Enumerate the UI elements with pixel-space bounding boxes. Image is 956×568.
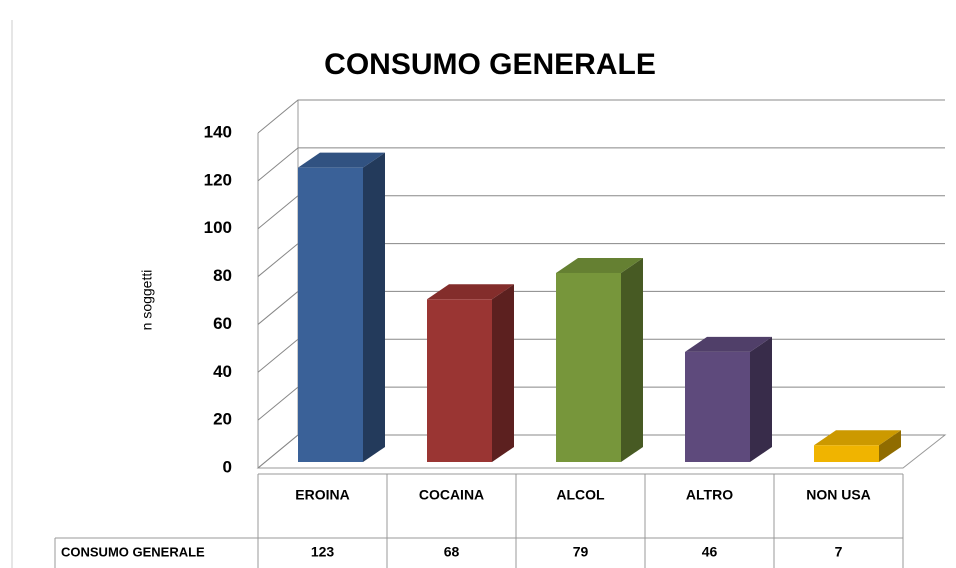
bar-top: [685, 336, 772, 352]
x-tick-label: EROINA: [295, 487, 349, 503]
y-tick-label: 120: [204, 170, 232, 189]
table-value: 79: [573, 544, 589, 560]
bar-top: [814, 430, 901, 446]
bar-top: [298, 152, 385, 168]
y-tick-label: 40: [213, 362, 232, 381]
table-value: 68: [444, 544, 460, 560]
table-value: 46: [702, 544, 718, 560]
bar-top: [556, 257, 643, 273]
bar: [298, 167, 363, 462]
bar-side: [492, 284, 514, 462]
bar-side: [621, 257, 643, 462]
table-value: 123: [311, 544, 335, 560]
bar-side: [363, 152, 385, 462]
y-axis-label: n soggetti: [139, 270, 155, 331]
bar: [556, 272, 621, 462]
y-tick-label: 140: [204, 122, 232, 141]
x-tick-label: ALTRO: [686, 487, 733, 503]
x-tick-label: COCAINA: [419, 487, 484, 503]
bar: [427, 299, 492, 462]
grid-line: [257, 147, 945, 182]
y-tick-label: 0: [223, 457, 232, 476]
y-tick-label: 20: [213, 410, 232, 429]
x-tick-label: NON USA: [806, 487, 871, 503]
chart-title: CONSUMO GENERALE: [324, 48, 656, 81]
bar: [685, 351, 750, 462]
table-row-label: CONSUMO GENERALE: [61, 544, 205, 559]
y-tick-label: 80: [213, 266, 232, 285]
y-tick-label: 100: [204, 218, 232, 237]
bar-side: [879, 430, 901, 462]
x-tick-label: ALCOL: [556, 487, 605, 503]
y-tick-label: 60: [213, 314, 232, 333]
grid-line: [257, 99, 945, 134]
bar: [814, 445, 879, 462]
bar-top: [427, 284, 514, 300]
bar-side: [750, 336, 772, 462]
table-value: 7: [835, 544, 843, 560]
